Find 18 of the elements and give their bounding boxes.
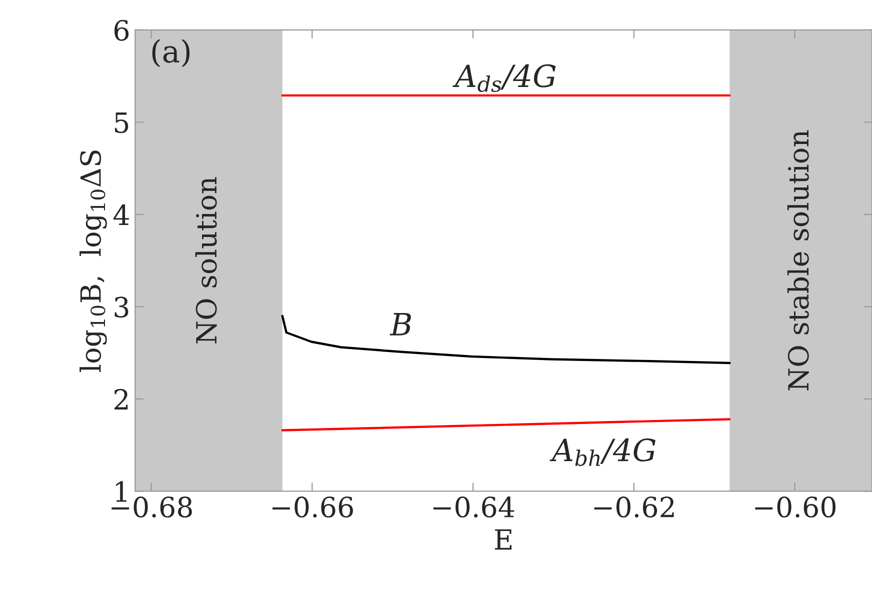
x-tick-label: −0.62 xyxy=(594,496,674,518)
line-series xyxy=(281,314,731,364)
x-tick-label: −0.66 xyxy=(272,496,353,518)
series-label: A$_{bh}$/4G xyxy=(550,438,656,466)
y-tick-label: 3 xyxy=(114,296,128,318)
x-tick-label: −0.60 xyxy=(755,496,836,518)
series-label: B xyxy=(390,313,411,336)
y-tick-label: 6 xyxy=(114,20,129,41)
x-axis-title: E xyxy=(494,529,512,550)
y-axis-title: log$_{10}$B, log$_{10}$ΔS xyxy=(80,150,107,372)
annotation: (a) xyxy=(152,39,190,68)
x-tick-label: −0.64 xyxy=(433,496,514,518)
y-tick-label: 4 xyxy=(113,204,129,225)
band-label: NO solution xyxy=(195,177,217,344)
series-label: A$_{ds}$/4G xyxy=(452,64,556,92)
y-tick-label: 5 xyxy=(114,112,128,134)
y-tick-label: 2 xyxy=(114,388,128,410)
band-label: NO stable solution xyxy=(787,130,809,390)
